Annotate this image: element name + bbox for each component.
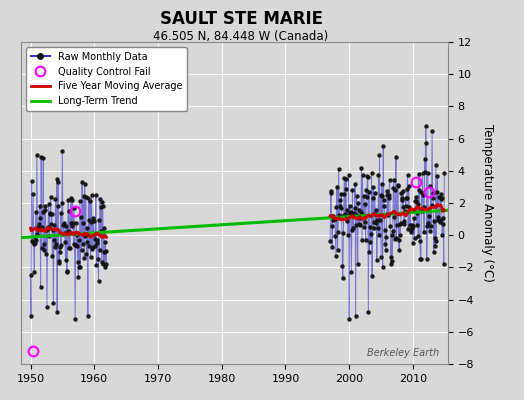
Text: 46.505 N, 84.448 W (Canada): 46.505 N, 84.448 W (Canada) [154,30,329,43]
Y-axis label: Temperature Anomaly (°C): Temperature Anomaly (°C) [481,124,494,282]
Text: SAULT STE MARIE: SAULT STE MARIE [159,10,323,28]
Legend: Raw Monthly Data, Quality Control Fail, Five Year Moving Average, Long-Term Tren: Raw Monthly Data, Quality Control Fail, … [26,47,187,111]
Text: Berkeley Earth: Berkeley Earth [367,348,440,358]
